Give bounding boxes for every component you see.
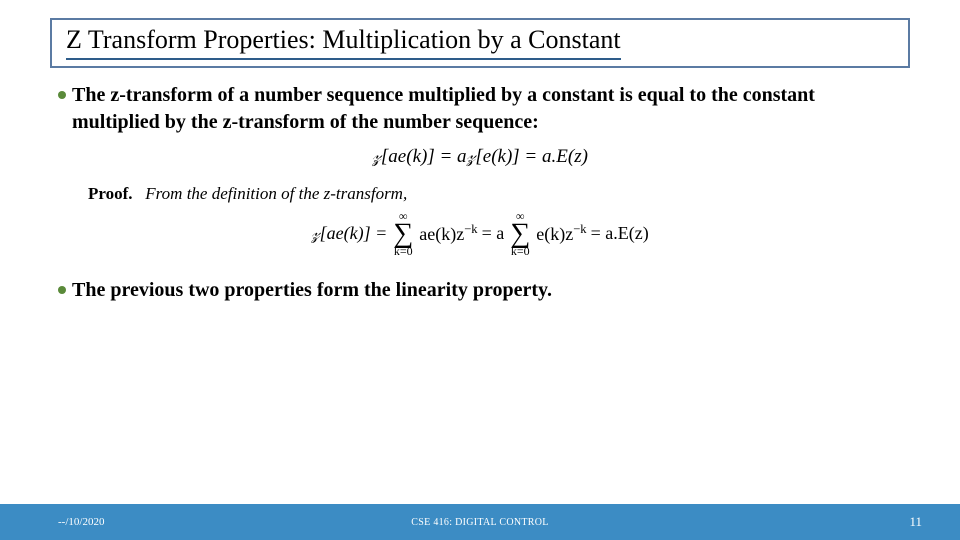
bullet-text-1: The z-transform of a number sequence mul… <box>72 82 902 136</box>
bullet-text-2: The previous two properties form the lin… <box>72 277 552 304</box>
proof-line: Proof. From the definition of the z-tran… <box>88 184 902 204</box>
slide-title: Z Transform Properties: Multiplication b… <box>66 24 621 60</box>
footer-page-number: 11 <box>909 514 922 530</box>
title-box: Z Transform Properties: Multiplication b… <box>50 18 910 68</box>
sum-lower: k=0 <box>393 245 413 257</box>
proof-label: Proof. <box>88 184 133 203</box>
proof-term1: ae(k)z−k <box>419 222 477 245</box>
slide-footer: --/10/2020 CSE 416: DIGITAL CONTROL 11 <box>0 504 960 540</box>
footer-course: CSE 416: DIGITAL CONTROL <box>411 517 548 528</box>
sigma-symbol: ∑ <box>393 222 413 246</box>
sigma-symbol-2: ∑ <box>510 222 530 246</box>
proof-tail: = a.E(z) <box>591 223 649 244</box>
proof-sentence: From the definition of the z-transform, <box>145 184 407 203</box>
slide-body: The z-transform of a number sequence mul… <box>0 82 960 505</box>
sigma-icon: ∞ ∑ k=0 <box>393 210 413 258</box>
slide: Z Transform Properties: Multiplication b… <box>0 0 960 540</box>
sigma-icon-2: ∞ ∑ k=0 <box>510 210 530 258</box>
sum-lower-2: k=0 <box>510 245 530 257</box>
proof-term2: e(k)z−k <box>536 222 586 245</box>
bullet-icon <box>58 91 66 99</box>
bullet-item-2: The previous two properties form the lin… <box>58 277 902 304</box>
footer-date: --/10/2020 <box>58 516 104 528</box>
proof-eq-left: 𝓏[ae(k)] = <box>311 223 387 244</box>
proof-equation: 𝓏[ae(k)] = ∞ ∑ k=0 ae(k)z−k = a ∞ ∑ k=0 … <box>58 210 902 258</box>
equation-main-text: 𝓏[ae(k)] = a𝓏[e(k)] = a.E(z) <box>372 146 588 167</box>
bullet-item-1: The z-transform of a number sequence mul… <box>58 82 902 136</box>
equation-main: 𝓏[ae(k)] = a𝓏[e(k)] = a.E(z) <box>58 146 902 168</box>
proof-mid: = a <box>482 223 505 244</box>
bullet-icon-2 <box>58 286 66 294</box>
